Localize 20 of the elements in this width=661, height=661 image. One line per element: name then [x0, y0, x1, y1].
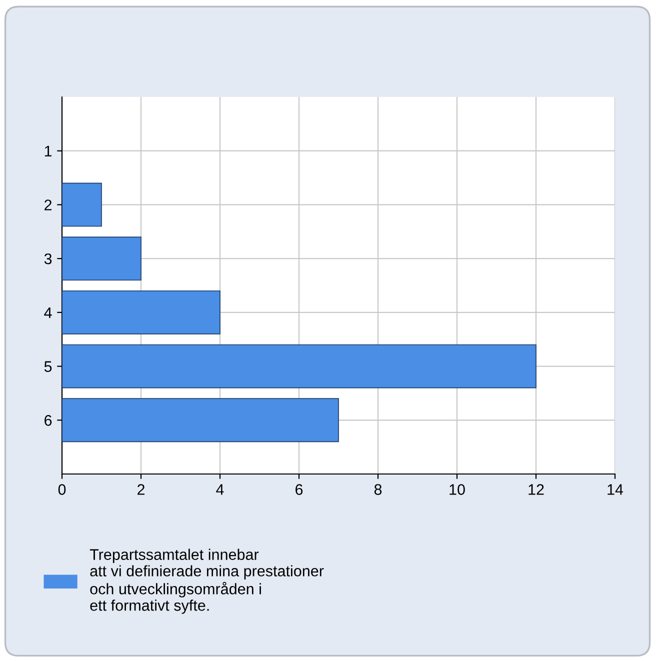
- y-tick-label: 2: [44, 200, 52, 210]
- bar: [62, 236, 142, 281]
- bar: [62, 182, 102, 227]
- y-tick-label: 6: [44, 415, 52, 426]
- bar: [62, 290, 220, 334]
- y-tick-label: 4: [44, 307, 52, 318]
- bar: [62, 398, 339, 442]
- y-tick-label: 5: [44, 361, 52, 372]
- x-tick-label: 10: [450, 484, 465, 495]
- x-tick-label: 12: [528, 484, 544, 495]
- bar: [62, 344, 536, 388]
- x-tick-label: 0: [58, 484, 66, 495]
- x-tick-label: 6: [296, 484, 303, 495]
- legend-label: Trepartssamtalet innebar att vi definierade mina prestationer och utvecklingsområden i ett formativt syfte.: [90, 548, 324, 614]
- y-tick-label: 3: [44, 253, 52, 264]
- x-tick-label: 4: [216, 484, 224, 495]
- x-tick-label: 8: [374, 484, 382, 495]
- x-tick-label: 14: [608, 484, 624, 495]
- x-tick-label: 2: [138, 484, 144, 495]
- y-tick-label: 1: [44, 146, 52, 156]
